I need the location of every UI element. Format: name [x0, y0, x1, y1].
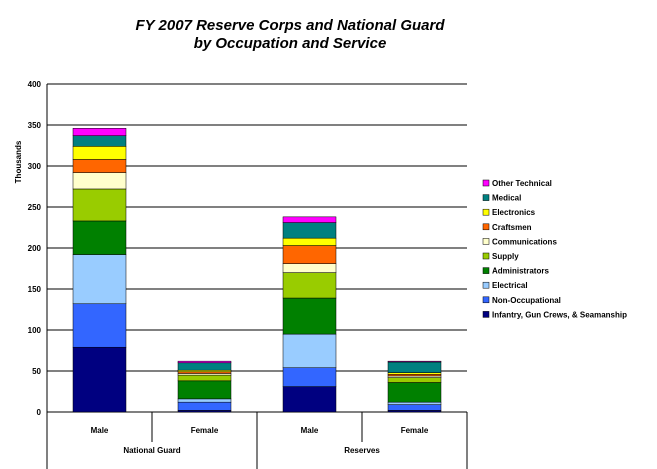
legend-label: Infantry, Gun Crews, & Seamanship — [492, 310, 627, 319]
legend-label: Medical — [492, 194, 521, 203]
bar-segment — [72, 135, 127, 147]
legend-swatch — [482, 179, 490, 187]
y-tick-label: 300 — [28, 162, 42, 171]
x-group-label: Reserves — [344, 446, 380, 455]
legend-swatch — [482, 311, 490, 318]
bar-segment — [282, 333, 337, 368]
y-tick-label: 0 — [37, 408, 42, 417]
bar-segment — [282, 386, 337, 413]
legend-swatch — [482, 252, 490, 260]
legend-swatch — [482, 194, 490, 201]
bar-segment — [72, 172, 127, 190]
y-tick-label: 250 — [28, 203, 42, 212]
bar-segment — [282, 263, 337, 273]
bar-segment — [387, 361, 442, 373]
bar-segment — [387, 401, 442, 405]
y-tick-label: 350 — [28, 121, 42, 130]
bar-segment — [177, 374, 232, 382]
x-tick-label: Male — [91, 426, 109, 435]
bar-segment — [72, 146, 127, 160]
y-tick-label: 150 — [28, 285, 42, 294]
bar-segment — [387, 377, 442, 383]
bar-segment — [177, 380, 232, 400]
legend-label: Electrical — [492, 281, 528, 290]
legend-label: Communications — [492, 237, 557, 246]
legend-swatch — [482, 208, 490, 216]
x-group-label: National Guard — [123, 446, 180, 455]
y-tick-label: 100 — [28, 326, 42, 335]
bar-segment — [387, 382, 442, 403]
bar-segment — [387, 360, 442, 363]
legend-label: Non-Occupational — [492, 296, 561, 305]
bar-segment — [282, 237, 337, 246]
legend-label: Administrators — [492, 267, 549, 276]
bar-segment — [282, 367, 337, 387]
legend-swatch — [482, 296, 490, 304]
bar-segment — [387, 404, 442, 411]
bar-segment — [72, 346, 127, 413]
x-tick-label: Female — [401, 426, 429, 435]
legend-label: Other Technical — [492, 179, 552, 188]
bar-segment — [72, 159, 127, 173]
bar-segment — [72, 128, 127, 136]
bar-segment — [72, 188, 127, 222]
bar-segment — [282, 216, 337, 223]
legend-swatch — [482, 223, 490, 231]
bar-segment — [72, 303, 127, 348]
bar-segment — [177, 398, 232, 403]
legend-swatch — [482, 281, 490, 289]
chart-title-line-2: by Occupation and Service — [193, 35, 387, 52]
bar-segment — [282, 245, 337, 264]
legend-swatch — [482, 267, 490, 274]
bar-segment — [177, 362, 232, 371]
bar-segment — [177, 401, 232, 411]
y-tick-label: 400 — [28, 80, 42, 89]
bar-segment — [282, 272, 337, 299]
bar-segment — [282, 222, 337, 239]
legend-label: Supply — [492, 252, 519, 261]
y-tick-label: 200 — [28, 244, 42, 253]
bar-segment — [177, 360, 232, 364]
legend-swatch — [482, 238, 490, 245]
x-tick-label: Female — [191, 426, 219, 435]
chart-title-line-1: FY 2007 Reserve Corps and National Guard — [135, 17, 445, 34]
bar-segment — [282, 297, 337, 335]
y-axis-label: Thousands — [14, 140, 23, 183]
legend-label: Electronics — [492, 208, 536, 217]
bar-segment — [72, 220, 127, 255]
bar-segment — [72, 254, 127, 305]
x-tick-label: Male — [301, 426, 319, 435]
legend-label: Craftsmen — [492, 223, 532, 232]
chart-title: FY 2007 Reserve Corps and National Guard… — [90, 17, 490, 53]
y-tick-label: 50 — [32, 367, 41, 376]
